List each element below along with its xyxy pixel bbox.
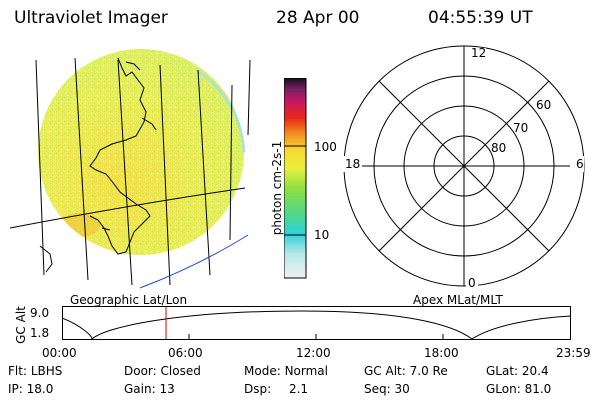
mlt-label-6: 6	[576, 157, 584, 171]
latitude-grid	[9, 187, 249, 289]
door-value: Closed	[160, 364, 201, 378]
earth-disk	[38, 49, 246, 255]
seq-info: Seq: 30	[364, 382, 410, 396]
time-tick-1200: 12:00	[296, 346, 331, 360]
mlat-label-60: 60	[536, 98, 552, 112]
door-info: Door: Closed	[124, 364, 201, 378]
seq-label: Seq:	[364, 382, 391, 396]
colorbar-tick-10: 10	[314, 228, 330, 242]
dsp-info: Dsp: 2.1	[244, 382, 308, 396]
ip-info: IP: 18.0	[8, 382, 53, 396]
gain-info: Gain: 13	[124, 382, 175, 396]
observation-time: 04:55:39 UT	[428, 8, 533, 28]
mlat-label-80: 80	[491, 141, 507, 155]
ip-label: IP:	[8, 382, 23, 396]
dsp-value: 2.1	[288, 382, 309, 396]
glat-label: GLat:	[486, 364, 519, 378]
altitude-ylabel: GC Alt	[14, 306, 28, 344]
coastline	[39, 57, 157, 273]
gain-label: Gain:	[124, 382, 156, 396]
mlt-label-18: 18	[345, 157, 361, 171]
flt-label: Flt:	[8, 364, 27, 378]
gain-value: 13	[159, 382, 175, 396]
uv-image-panel	[9, 49, 251, 289]
door-label: Door:	[124, 364, 157, 378]
glat-value: 20.4	[521, 364, 549, 378]
glon-value: 81.0	[524, 382, 552, 396]
instrument-title: Ultraviolet Imager	[14, 8, 168, 28]
time-tick-2359: 23:59	[556, 346, 591, 360]
observation-date: 28 Apr 00	[276, 8, 360, 28]
gcalt-info: GC Alt: 7.0 Re	[364, 364, 448, 378]
gcalt-value: 7.0 Re	[409, 364, 448, 378]
flt-value: LBHS	[30, 364, 63, 378]
geographic-label: Geographic Lat/Lon	[70, 293, 188, 307]
mode-label: Mode:	[244, 364, 281, 378]
mode-info: Mode: Normal	[244, 364, 328, 378]
time-tick-0000: 00:00	[42, 346, 77, 360]
altitude-ytick-high: 9.0	[30, 306, 50, 320]
longitude-grid	[35, 57, 251, 286]
mlt-label-12: 12	[471, 46, 487, 60]
mode-value: Normal	[284, 364, 328, 378]
dsp-label: Dsp:	[244, 382, 272, 396]
time-tick-0600: 06:00	[168, 346, 203, 360]
apex-label: Apex MLat/MLT	[413, 293, 503, 307]
ip-value: 18.0	[26, 382, 54, 396]
time-tick-1800: 18:00	[424, 346, 459, 360]
glat-info: GLat: 20.4	[486, 364, 549, 378]
mlt-label-0: 0	[468, 276, 476, 290]
polar-plot	[342, 45, 585, 289]
mlat-label-70: 70	[513, 121, 529, 135]
altitude-plot	[62, 306, 572, 341]
info-row-1: Flt: LBHS	[8, 364, 62, 378]
seq-value: 30	[394, 382, 410, 396]
colorbar-tick-100: 100	[314, 140, 337, 154]
glon-info: GLon: 81.0	[486, 382, 551, 396]
colorbar-label: photon cm-2s-1	[270, 140, 284, 236]
colorbar	[284, 78, 307, 279]
glon-label: GLon:	[486, 382, 521, 396]
altitude-ytick-low: 1.8	[30, 326, 50, 340]
gcalt-label: GC Alt:	[364, 364, 406, 378]
